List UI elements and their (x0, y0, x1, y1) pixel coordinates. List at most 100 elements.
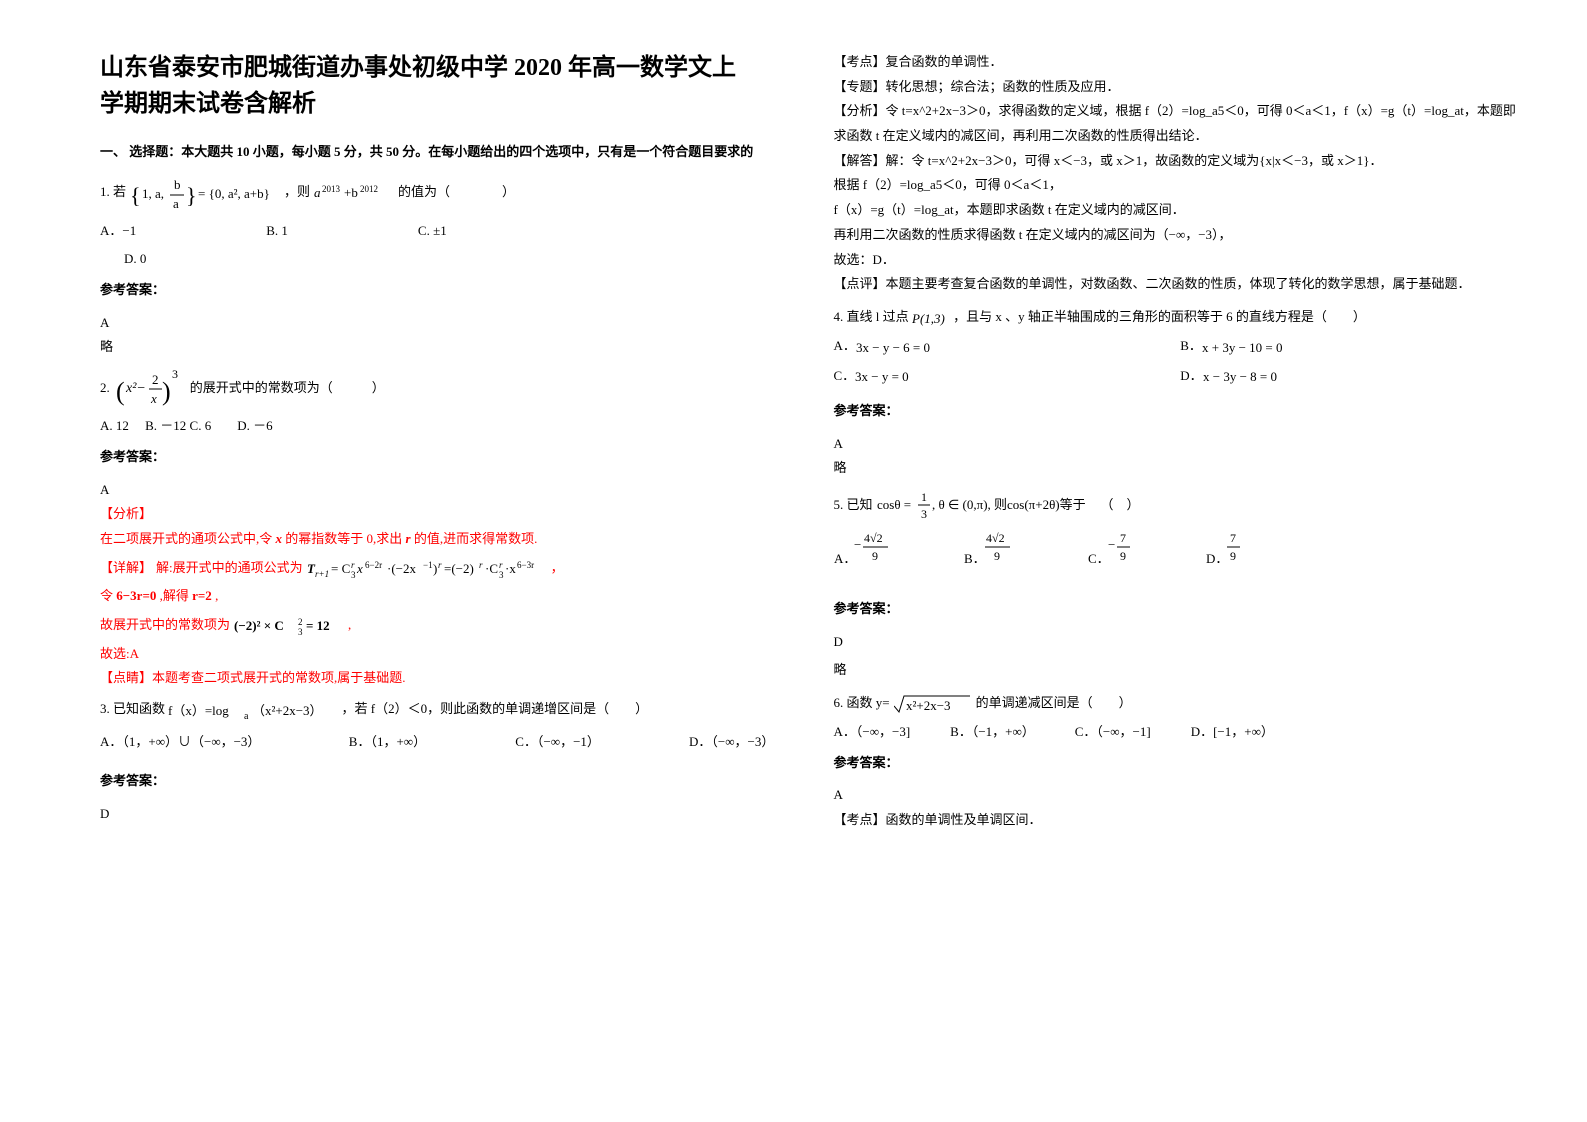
svg-text:4√2: 4√2 (986, 531, 1005, 545)
r-jd1: 【解答】解：令 t=x^2+2x−3＞0，可得 x＜−3，或 x＞1，故函数的定… (834, 149, 1528, 174)
svg-text:, θ ∈ (0,π), 则cos(π+2θ)等于: , θ ∈ (0,π), 则cos(π+2θ)等于 (932, 497, 1086, 512)
svg-text:r: r (479, 560, 483, 570)
q2-binomial-expr: ( x²− 2 x ) 3 (114, 366, 186, 410)
q6-opts: A．（−∞，−3] B．（−1，+∞） C．（−∞，−1] D．[−1，+∞） (834, 720, 1528, 745)
r-kd: 【考点】复合函数的单调性． (834, 50, 1528, 75)
q6-optD: D．[−1，+∞） (1191, 720, 1274, 745)
svg-text:x²+2x−3: x²+2x−3 (906, 698, 951, 713)
q4-opts: A．3x − y − 6 = 0 B．x + 3y − 10 = 0 C．3x … (834, 334, 1528, 393)
q2-let: 令 6−3r=0 ,解得 r=2 , (100, 584, 774, 609)
q5-ref: 参考答案： (834, 597, 1528, 622)
r-zt: 【专题】转化思想；综合法；函数的性质及应用． (834, 75, 1528, 100)
q5-optC: C． − 7 9 (1088, 527, 1136, 567)
q2-tail: 的展开式中的常数项为（ ） (190, 376, 385, 401)
q5-prefix: 5. 已知 (834, 493, 873, 518)
q3: 3. 已知函数 f（x）=loga（x²+2x−3） ，若 f（2）＜0，则此函… (100, 697, 774, 826)
svg-text:a: a (314, 185, 321, 200)
svg-text:3: 3 (921, 507, 927, 521)
svg-text:+b: +b (344, 185, 358, 200)
q4-mid: ，且与 x 、y 轴正半轴围成的三角形的面积等于 6 的直线方程是（ ） (953, 309, 1366, 324)
right-column: 【考点】复合函数的单调性． 【专题】转化思想；综合法；函数的性质及应用． 【分析… (814, 50, 1528, 1092)
q6-stem: 6. 函数 y= x²+2x−3 的单调递减区间是（ ） (834, 691, 1528, 716)
q5: 5. 已知 cosθ = 1 3 , θ ∈ (0,π), 则cos(π+2θ)… (834, 487, 1528, 683)
q3-optC: C．（−∞，−1） (515, 730, 599, 755)
q4-optB: B．x + 3y − 10 = 0 (1180, 334, 1527, 359)
title-l2: 学期期末试卷含解析 (100, 91, 316, 117)
q5-exp: 略 (834, 658, 1528, 683)
q3-fn: f（x）=loga（x²+2x−3） (168, 698, 338, 723)
svg-text:= C: = C (331, 561, 350, 576)
q5-cos-expr: cosθ = 1 3 , θ ∈ (0,π), 则cos(π+2θ)等于 (877, 487, 1097, 523)
svg-text:B．: B． (964, 551, 986, 566)
q2-xj-1: 解:展开式中的通项公式为 (156, 556, 303, 581)
q2-pick: 故选:A (100, 642, 774, 667)
q1-optA: A．−1 (100, 219, 136, 244)
q2-general-term: T r+1 = C r 3 x 6−2r ·(−2x −1 ) r =(−2) … (307, 556, 547, 581)
svg-text:1, a,: 1, a, (142, 186, 164, 201)
svg-text:·(−2x: ·(−2x (387, 561, 416, 576)
svg-text:7: 7 (1120, 531, 1126, 545)
svg-text:r: r (351, 560, 355, 570)
svg-text:·C: ·C (485, 561, 498, 576)
section1-heading: 一、 选择题：本大题共 10 小题，每小题 5 分，共 50 分。在每小题给出的… (100, 140, 774, 165)
r-jd4: 再利用二次函数的性质求得函数 t 在定义域内的减区间为（−∞，−3）， (834, 223, 1528, 248)
q1-explain: 略 (100, 335, 774, 360)
q3-ref: 参考答案： (100, 769, 774, 794)
svg-text:cosθ =: cosθ = (877, 497, 911, 512)
q1-optD: D. 0 (124, 247, 774, 272)
svg-text:x + 3y − 10 = 0: x + 3y − 10 = 0 (1202, 340, 1283, 355)
q5-optA: A． − 4√2 9 (834, 527, 894, 567)
q5-ans: D (834, 630, 1528, 655)
svg-text:2: 2 (298, 617, 303, 627)
q3-stem: 3. 已知函数 f（x）=loga（x²+2x−3） ，若 f（2）＜0，则此函… (100, 697, 774, 722)
q3-optB: B．（1，+∞） (349, 730, 426, 755)
q3-tail: ，若 f（2）＜0，则此函数的单调递增区间是（ ） (342, 701, 649, 716)
svg-text:6−3r: 6−3r (517, 560, 534, 570)
svg-text:3: 3 (298, 627, 303, 636)
svg-text:{: { (130, 183, 141, 208)
r-fx: 【分析】令 t=x^2+2x−3＞0，求得函数的定义域，根据 f（2）=log_… (834, 99, 1528, 148)
q4-stem: 4. 直线 l 过点 P(1,3) ，且与 x 、y 轴正半轴围成的三角形的面积… (834, 305, 1528, 330)
svg-text:b: b (174, 177, 181, 192)
svg-text:9: 9 (994, 549, 1000, 563)
r-jd3: f（x）=g（t）=log_at，本题即求函数 t 在定义域内的减区间． (834, 198, 1528, 223)
q1-opts-row1: A．−1 B. 1 C. ±1 (100, 219, 774, 244)
q1-prefix: 1. 若 (100, 180, 126, 205)
q1-optC: C. ±1 (418, 219, 447, 244)
svg-text:r+1: r+1 (315, 569, 329, 579)
q4-exp: 略 (834, 456, 1528, 481)
q1-tail: 的值为（ ） (398, 180, 515, 205)
q3-ans: D (100, 802, 774, 827)
svg-text:a: a (244, 711, 249, 722)
svg-text:3: 3 (499, 570, 504, 580)
q5-tail: （ ） (1101, 493, 1140, 518)
q2-prefix: 2. (100, 376, 110, 401)
q5-opts: A． − 4√2 9 B． 4√2 9 (834, 527, 1528, 567)
left-column: 山东省泰安市肥城街道办事处初级中学 2020 年高一数学文上 学期期末试卷含解析… (100, 50, 814, 1092)
q1-set-expr: { 1, a, b a } = {0, a², a+b} (130, 171, 280, 215)
q3-prefix: 3. 已知函数 (100, 701, 165, 716)
q2-const-expr: (−2)² × C23 = 12 (234, 613, 344, 638)
q5-stem: 5. 已知 cosθ = 1 3 , θ ∈ (0,π), 则cos(π+2θ)… (834, 487, 1528, 523)
q2-dj-t: 本题考查二项式展开式的常数项,属于基础题. (152, 670, 406, 685)
svg-text:a: a (173, 196, 179, 211)
svg-text:(−2)² × C: (−2)² × C (234, 618, 284, 633)
q1-optB: B. 1 (266, 219, 288, 244)
svg-text:=(−2): =(−2) (444, 561, 474, 576)
q6: 6. 函数 y= x²+2x−3 的单调递减区间是（ ） A．（−∞，−3] B… (834, 691, 1528, 833)
svg-text:9: 9 (872, 549, 878, 563)
svg-text:(: ( (116, 377, 125, 406)
q2-ans: A (100, 478, 774, 503)
q2-fenxi-h: 【分析】 (100, 502, 774, 527)
svg-text:4√2: 4√2 (864, 531, 883, 545)
svg-text:1: 1 (921, 490, 927, 504)
q2-dj-h: 【点睛】 (100, 670, 152, 685)
q4-point: P(1,3) (912, 306, 950, 331)
svg-text:3: 3 (351, 570, 356, 580)
q2: 2. ( x²− 2 x ) 3 的展开式中的常数项为（ ） A. 12 B. … (100, 366, 774, 691)
q2-fenxi: 在二项展开式的通项公式中,令 x 的幂指数等于 0,求出 r 的值,进而求得常数… (100, 527, 774, 552)
q4-optD: D．x − 3y − 8 = 0 (1180, 364, 1527, 389)
document-title: 山东省泰安市肥城街道办事处初级中学 2020 年高一数学文上 学期期末试卷含解析 (100, 50, 774, 122)
q6-ref: 参考答案： (834, 751, 1528, 776)
q2-dj: 【点睛】本题考查二项式展开式的常数项,属于基础题. (100, 666, 774, 691)
